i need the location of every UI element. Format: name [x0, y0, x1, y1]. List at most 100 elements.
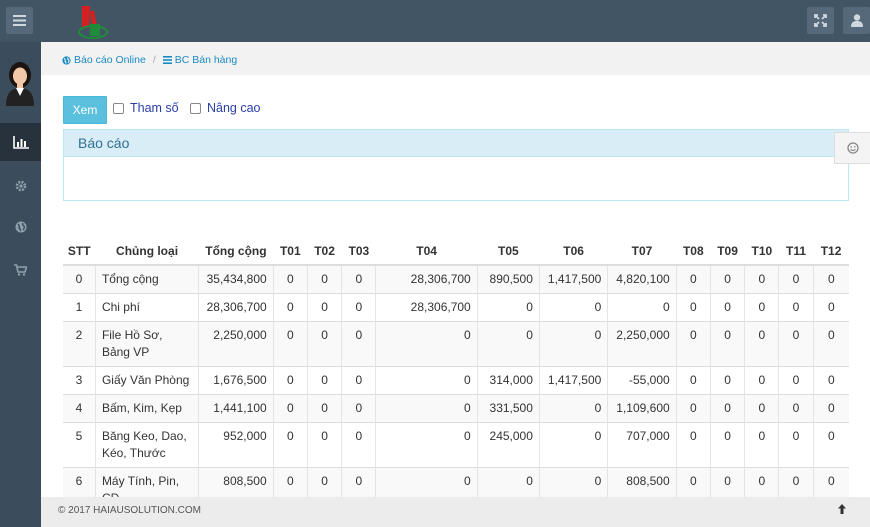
- table-cell: 0: [812, 321, 849, 367]
- column-header: T12: [813, 238, 849, 266]
- table-cell: 2: [63, 321, 96, 367]
- sidebar: [0, 42, 41, 527]
- table-cell: 1: [63, 293, 96, 322]
- breadcrumb-item-online-reports[interactable]: Báo cáo Online: [62, 54, 146, 66]
- table-cell: 2,250,000: [607, 321, 677, 367]
- table-cell: Giấy Văn Phòng: [94, 366, 199, 395]
- table-cell: 2,250,000: [198, 321, 274, 367]
- breadcrumb-label: Báo cáo Online: [74, 54, 146, 66]
- table-cell: 0: [744, 422, 779, 468]
- column-header: T04: [375, 238, 478, 266]
- copyright-text: © 2017 HAIAUSOLUTION.COM: [58, 505, 201, 516]
- arrow-up-icon[interactable]: [837, 503, 847, 515]
- footer: © 2017 HAIAUSOLUTION.COM: [41, 497, 870, 527]
- column-header: T11: [778, 238, 814, 266]
- advanced-checkbox[interactable]: Nâng cao: [190, 101, 261, 115]
- table-cell: 28,306,700: [198, 293, 274, 322]
- table-cell: 35,434,800: [198, 264, 274, 294]
- list-icon: [162, 56, 172, 64]
- table-row: 5 Băng Keo, Dao, Kéo, Thước 952,000 0 0 0 0 245…: [63, 422, 849, 468]
- bar-chart-icon: [12, 135, 29, 149]
- column-header: T03: [341, 238, 376, 266]
- fullscreen-button[interactable]: [807, 7, 834, 34]
- view-button[interactable]: Xem: [63, 96, 107, 124]
- breadcrumb-item-sales-report[interactable]: BC Bán hàng: [162, 54, 238, 66]
- column-header: T07: [607, 238, 677, 266]
- params-label: Tham số: [130, 101, 179, 115]
- table-cell: 1,441,100: [198, 394, 274, 423]
- table-row: 4 Bấm, Kim, Kẹp 1,441,100 0 0 0 0 331,500 0 1,109…: [63, 394, 849, 423]
- column-header: STT: [63, 238, 96, 266]
- column-header: T02: [307, 238, 342, 266]
- table-cell: 0: [812, 394, 849, 423]
- globe-icon: [15, 221, 26, 233]
- company-logo: [78, 6, 108, 39]
- table-cell: 0: [272, 264, 308, 294]
- table-cell: File Hồ Sơ, Bảng VP: [94, 321, 199, 367]
- sidebar-item-reports[interactable]: [0, 123, 41, 161]
- sidebar-item-online[interactable]: [0, 208, 41, 246]
- table-cell: 0: [272, 394, 308, 423]
- table-cell: 0: [709, 366, 745, 395]
- table-cell: 0: [778, 422, 814, 468]
- table-cell: 0: [476, 321, 540, 367]
- sidebar-item-sales[interactable]: [0, 251, 41, 289]
- table-cell: 0: [744, 394, 779, 423]
- sidebar-item-settings[interactable]: [0, 167, 41, 205]
- table-row: 1 Chi phí 28,306,700 0 0 0 28,306,700 0 0 0 0 0 0 0 0: [63, 293, 849, 322]
- table-cell: 0: [812, 264, 849, 294]
- table-cell: 0: [538, 293, 608, 322]
- globe-icon: [62, 55, 71, 65]
- table-cell: 0: [778, 394, 814, 423]
- table-cell: 0: [63, 264, 96, 294]
- table-cell: 0: [675, 293, 711, 322]
- table-cell: 0: [744, 264, 779, 294]
- table-cell: 0: [812, 422, 849, 468]
- checkbox-box[interactable]: [190, 102, 201, 114]
- table-cell: 0: [778, 366, 814, 395]
- table-cell: 0: [272, 321, 308, 367]
- table-cell: 0: [375, 394, 478, 423]
- table-row: 0 Tổng cộng 35,434,800 0 0 0 28,306,700 890,500…: [63, 264, 849, 294]
- floating-side-button[interactable]: [834, 132, 870, 164]
- table-cell: 0: [341, 293, 376, 322]
- table-cell: 0: [709, 394, 745, 423]
- table-cell: 0: [272, 422, 308, 468]
- user-avatar[interactable]: [3, 60, 37, 106]
- smile-icon: [846, 142, 859, 154]
- user-icon: [850, 14, 863, 27]
- table-cell: 0: [306, 321, 342, 367]
- breadcrumb: Báo cáo Online / BC Bán hàng: [62, 54, 237, 66]
- table-cell: 0: [375, 321, 478, 367]
- table-cell: 0: [675, 321, 711, 367]
- breadcrumb-separator: /: [152, 54, 156, 66]
- column-header: T05: [477, 238, 540, 266]
- breadcrumb-label: BC Bán hàng: [174, 54, 238, 66]
- table-cell: 0: [272, 366, 308, 395]
- user-menu-button[interactable]: [843, 7, 870, 34]
- menu-toggle-button[interactable]: [6, 7, 33, 34]
- table-cell: 0: [744, 366, 779, 395]
- table-cell: 952,000: [198, 422, 274, 468]
- table-cell: 0: [709, 293, 745, 322]
- checkbox-box[interactable]: [113, 102, 124, 114]
- breadcrumb-bar: Báo cáo Online / BC Bán hàng: [41, 42, 870, 75]
- table-cell: 245,000: [476, 422, 540, 468]
- advanced-label: Nâng cao: [207, 101, 261, 115]
- table-cell: 0: [476, 293, 540, 322]
- table-cell: 1,417,500: [538, 366, 608, 395]
- table-cell: 0: [675, 422, 711, 468]
- table-cell: 0: [778, 321, 814, 367]
- table-cell: 5: [63, 422, 96, 468]
- params-checkbox[interactable]: Tham số: [113, 101, 179, 115]
- table-cell: Bấm, Kim, Kẹp: [94, 394, 199, 423]
- column-header: T10: [744, 238, 779, 266]
- expand-icon: [814, 14, 827, 27]
- table-cell: 0: [272, 293, 308, 322]
- table-cell: 0: [306, 366, 342, 395]
- table-cell: 3: [63, 366, 96, 395]
- table-cell: 0: [341, 366, 376, 395]
- table-cell: 0: [306, 264, 342, 294]
- table-cell: Tổng cộng: [94, 264, 199, 294]
- table-cell: 0: [675, 366, 711, 395]
